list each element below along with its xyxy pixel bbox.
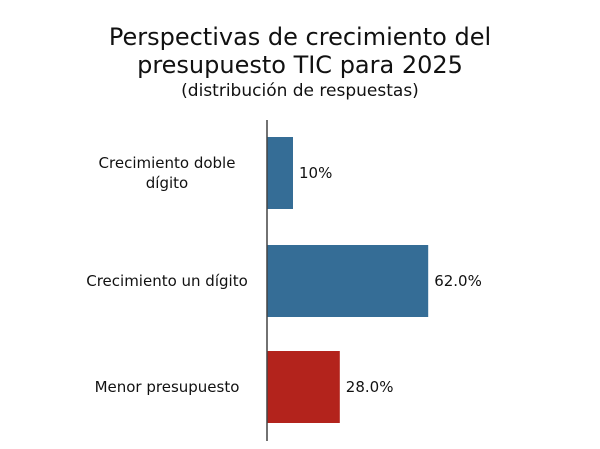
chart-title: Perspectivas de crecimiento del presupue… xyxy=(109,23,491,79)
chart-title-line-2: presupuesto TIC para 2025 xyxy=(137,51,463,79)
category-label-2: Crecimiento un dígito xyxy=(86,272,248,290)
category-label-1: Crecimiento doble dígito xyxy=(99,154,236,192)
category-label-3: Menor presupuesto xyxy=(95,378,240,396)
chart-subtitle: (distribución de respuestas) xyxy=(181,81,419,101)
bar-2 xyxy=(267,245,429,317)
bar-value-label-3: 28.0% xyxy=(346,378,394,396)
bar-1 xyxy=(267,137,293,209)
bar-value-label-2: 62.0% xyxy=(434,272,482,290)
chart-title-line-1: Perspectivas de crecimiento del xyxy=(109,23,491,51)
bars-group: 10% Crecimiento doble dígito 62.0% Crecimien… xyxy=(86,137,482,423)
bar-3 xyxy=(267,351,340,423)
bar-value-label-1: 10% xyxy=(299,164,332,182)
